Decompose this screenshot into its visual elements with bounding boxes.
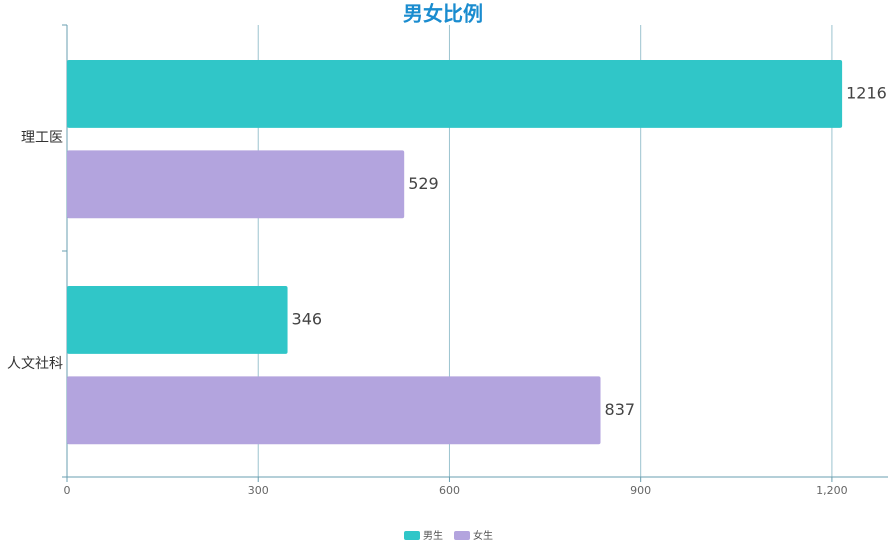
chart-title: 男女比例 <box>403 2 483 26</box>
data-label: 837 <box>605 400 636 419</box>
bar <box>67 376 601 445</box>
legend-swatch <box>404 531 420 540</box>
y-tick-label: 理工医 <box>21 130 63 146</box>
x-tick-label: 900 <box>630 484 651 497</box>
legend-label: 女生 <box>473 529 493 542</box>
x-tick-label: 0 <box>64 484 71 497</box>
y-tick-label: 人文社科 <box>7 356 63 372</box>
bar <box>67 60 843 128</box>
data-label: 1216 <box>846 83 887 102</box>
legend-label: 男生 <box>423 529 443 542</box>
x-tick-label: 600 <box>439 484 460 497</box>
data-label: 529 <box>408 174 439 193</box>
data-label: 346 <box>292 309 323 328</box>
x-tick-label: 1,200 <box>816 484 848 497</box>
bar <box>67 150 405 219</box>
x-tick-label: 300 <box>248 484 269 497</box>
legend-swatch <box>454 531 470 540</box>
bar <box>67 286 288 354</box>
